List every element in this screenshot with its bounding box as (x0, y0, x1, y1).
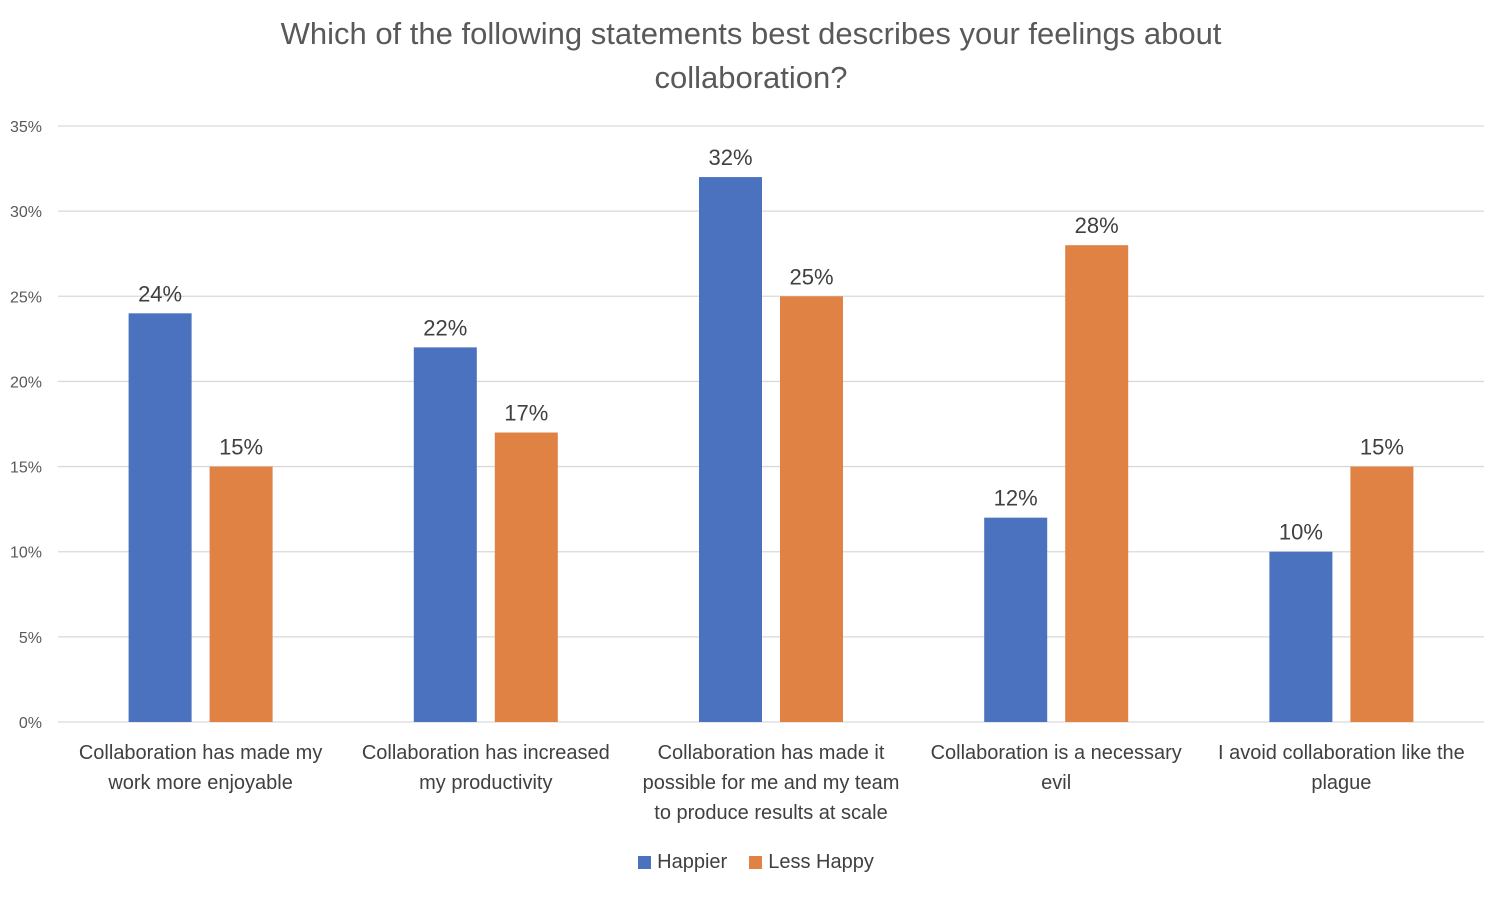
category-label-line: plague (1311, 772, 1372, 794)
bar (209, 466, 273, 722)
data-label: 17% (504, 401, 548, 426)
category-label-line: work more enjoyable (108, 772, 293, 794)
data-label: 24% (138, 281, 182, 306)
bar (1269, 551, 1333, 722)
y-tick-label: 15% (10, 460, 42, 477)
legend-label-less-happy: Less Happy (768, 851, 874, 873)
category-label-line: evil (1041, 772, 1072, 794)
category-label-line: Collaboration is a necessary (930, 742, 1182, 764)
bar (984, 517, 1048, 722)
legend-swatch-less-happy (749, 856, 763, 869)
data-label: 32% (708, 145, 752, 170)
y-tick-label: 0% (19, 715, 42, 732)
y-tick-label: 5% (19, 630, 42, 647)
y-tick-label: 10% (10, 545, 42, 562)
category-label-line: I avoid collaboration like the (1217, 742, 1465, 764)
category-label-line: to produce results at scale (654, 802, 888, 824)
legend-item-less-happy: Less Happy (749, 851, 874, 874)
legend-swatch-happier (638, 856, 652, 869)
category-label: Collaboration has made it possible for me… (629, 738, 913, 828)
chart-title-line-2: collaboration? (654, 60, 848, 95)
data-label: 22% (423, 315, 467, 340)
bar (128, 313, 192, 722)
y-tick-label: 35% (10, 119, 42, 136)
category-label-line: Collaboration has made my (78, 742, 323, 764)
bar (1065, 245, 1129, 722)
data-label: 15% (1360, 435, 1404, 460)
category-label-line: Collaboration has increased (361, 742, 610, 764)
legend-label-happier: Happier (657, 851, 728, 873)
bar (413, 347, 477, 722)
bar (699, 177, 762, 723)
category-label-line: possible for me and my team (642, 772, 900, 794)
y-tick-label: 30% (10, 204, 42, 221)
category-label: Collaboration has made my work more enjoy… (59, 738, 343, 798)
category-label: Collaboration is a necessary evil (914, 738, 1198, 798)
y-tick-label: 20% (10, 374, 42, 391)
data-label: 15% (219, 435, 263, 460)
bar (494, 432, 558, 722)
chart-title: Which of the following statements best d… (0, 12, 1492, 100)
category-label-line: my productivity (419, 772, 553, 794)
y-tick-label: 25% (10, 289, 42, 306)
category-label: Collaboration has increased my productivi… (344, 738, 628, 798)
category-label: I avoid collaboration like the plague (1199, 738, 1483, 798)
data-label: 10% (1279, 520, 1323, 545)
data-label: 28% (1075, 213, 1119, 238)
legend-item-happier: Happier (638, 851, 727, 874)
chart-title-line-1: Which of the following statements best d… (280, 16, 1222, 51)
legend: Happier Less Happy (0, 851, 1492, 874)
bar (1350, 466, 1414, 722)
data-label: 12% (994, 486, 1038, 511)
category-label-line: Collaboration has made it (657, 742, 885, 764)
data-label: 25% (789, 264, 833, 289)
bar (780, 296, 843, 722)
